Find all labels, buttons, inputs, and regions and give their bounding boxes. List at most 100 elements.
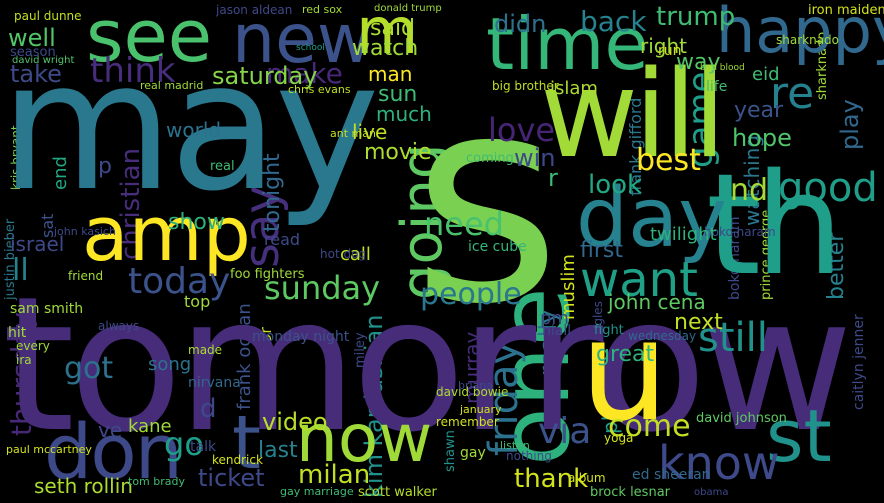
word-great: great <box>596 342 655 367</box>
word-year: year <box>734 98 784 123</box>
word-iron-maiden: iron maiden <box>808 3 884 18</box>
word-saturday: saturday <box>212 62 318 90</box>
word-tom-brady: tom brady <box>128 475 185 488</box>
word-via: via <box>538 411 592 452</box>
word-always: always <box>98 319 140 333</box>
word-right: right <box>640 34 687 58</box>
word-well: well <box>8 24 56 52</box>
word-jason-aldean: jason aldean <box>216 3 293 17</box>
word-come: come <box>608 409 691 444</box>
word-video: video <box>262 408 328 436</box>
word-watch: watch <box>352 36 419 61</box>
word-next: next <box>674 310 723 335</box>
word-friend: friend <box>68 269 104 283</box>
word-sharknado-h: sharknado <box>776 33 840 47</box>
word-milan: milan <box>298 460 371 490</box>
word-run: run <box>658 43 682 59</box>
word-israel: israel <box>10 232 65 256</box>
word-monday-night: monday night <box>252 329 350 345</box>
word-may: may <box>0 23 380 230</box>
word-niall: niall <box>542 323 572 339</box>
word-hot-dog: hot dog <box>320 247 367 261</box>
word-coming: coming <box>466 151 514 166</box>
word-today: today <box>128 261 231 302</box>
word-win: win <box>514 144 556 172</box>
word-wednesday: wednesday <box>628 329 697 343</box>
word-will: will <box>540 46 726 185</box>
word-m: m <box>356 0 419 69</box>
word-david-wright: david wright <box>12 55 75 66</box>
word-big-brother: big brother <box>492 79 559 93</box>
word-ticket: ticket <box>198 464 265 492</box>
word-want: want <box>580 252 698 308</box>
word-song: song <box>148 354 192 375</box>
word-yoga: yoga <box>604 431 634 445</box>
word-play: play <box>836 99 864 150</box>
word-kane: kane <box>128 416 172 437</box>
word-didn: didn <box>494 10 547 38</box>
word-fight: fight <box>594 323 624 338</box>
word-real: real <box>210 159 235 174</box>
word-ve: ve <box>98 418 123 442</box>
word-nd: nd <box>730 173 769 208</box>
word-john-cena: john cena <box>608 290 706 314</box>
word-real-madrid: real madrid <box>140 79 204 92</box>
word-sunday: sunday <box>264 269 381 307</box>
word-hit: hit <box>8 325 27 341</box>
word-album: album <box>568 471 606 485</box>
word-ant-man: ant man <box>330 127 376 140</box>
word-gay-marriage: gay marriage <box>280 485 354 498</box>
word-first: first <box>580 238 623 263</box>
word-day: day <box>576 171 727 266</box>
word-need: need <box>424 205 504 243</box>
word-back: back <box>580 5 647 38</box>
word-much: much <box>376 102 432 126</box>
word-john-kasich: john kasich <box>54 225 116 238</box>
word-way: way <box>676 50 721 75</box>
word-good: good <box>778 165 878 211</box>
word-best: best <box>636 143 701 178</box>
word-look: look <box>588 170 643 200</box>
word-see: see <box>86 0 213 78</box>
word-know: know <box>658 436 780 490</box>
word-donald-trump: donald trump <box>374 3 442 14</box>
word-every: every <box>16 339 50 353</box>
word-david-johnson: david johnson <box>696 411 787 426</box>
word-gay: gay <box>460 445 486 461</box>
word-re: re <box>770 68 815 119</box>
word-school: school <box>296 43 325 53</box>
word-season: season <box>10 45 56 60</box>
word-twilight: twilight <box>650 224 717 245</box>
word-sam-smith: sam smith <box>10 301 84 317</box>
word-nirvana: nirvana <box>188 375 241 391</box>
word-live: live <box>352 120 388 144</box>
word-eid: eid <box>752 64 780 85</box>
word-got: got <box>64 351 114 386</box>
word-brock-lesnar: brock lesnar <box>590 485 671 500</box>
word-january: january <box>460 403 502 416</box>
word-catlyn-jenner: caitlyn jenner <box>851 314 867 410</box>
word-tomorrow: tomorrow <box>2 256 853 473</box>
word-t-bottom: t <box>232 400 262 486</box>
word-said: said <box>370 16 416 41</box>
word-d: d <box>200 394 217 424</box>
word-made: made <box>188 343 223 357</box>
word-pm: pm <box>540 308 569 329</box>
word-think: think <box>90 51 176 91</box>
word-p: p <box>98 154 112 179</box>
word-obama: obama <box>694 487 729 498</box>
word-islam: islam <box>550 78 598 99</box>
word-seth-rollin: seth rollin <box>34 474 133 498</box>
word-happy: happy <box>716 0 884 67</box>
word-show: show <box>168 210 225 235</box>
word-new: new <box>232 0 373 79</box>
word-ice-cube: ice cube <box>468 239 527 255</box>
word-last: last <box>258 438 298 463</box>
word-boko-haram-h: boko haram <box>704 225 776 239</box>
word-chris-evans: chris evans <box>288 83 351 96</box>
word-bad-blood: bad blood <box>700 63 745 73</box>
word-briana: briana <box>458 379 494 392</box>
word-trump: trump <box>656 2 736 32</box>
word-read: read <box>264 230 301 249</box>
